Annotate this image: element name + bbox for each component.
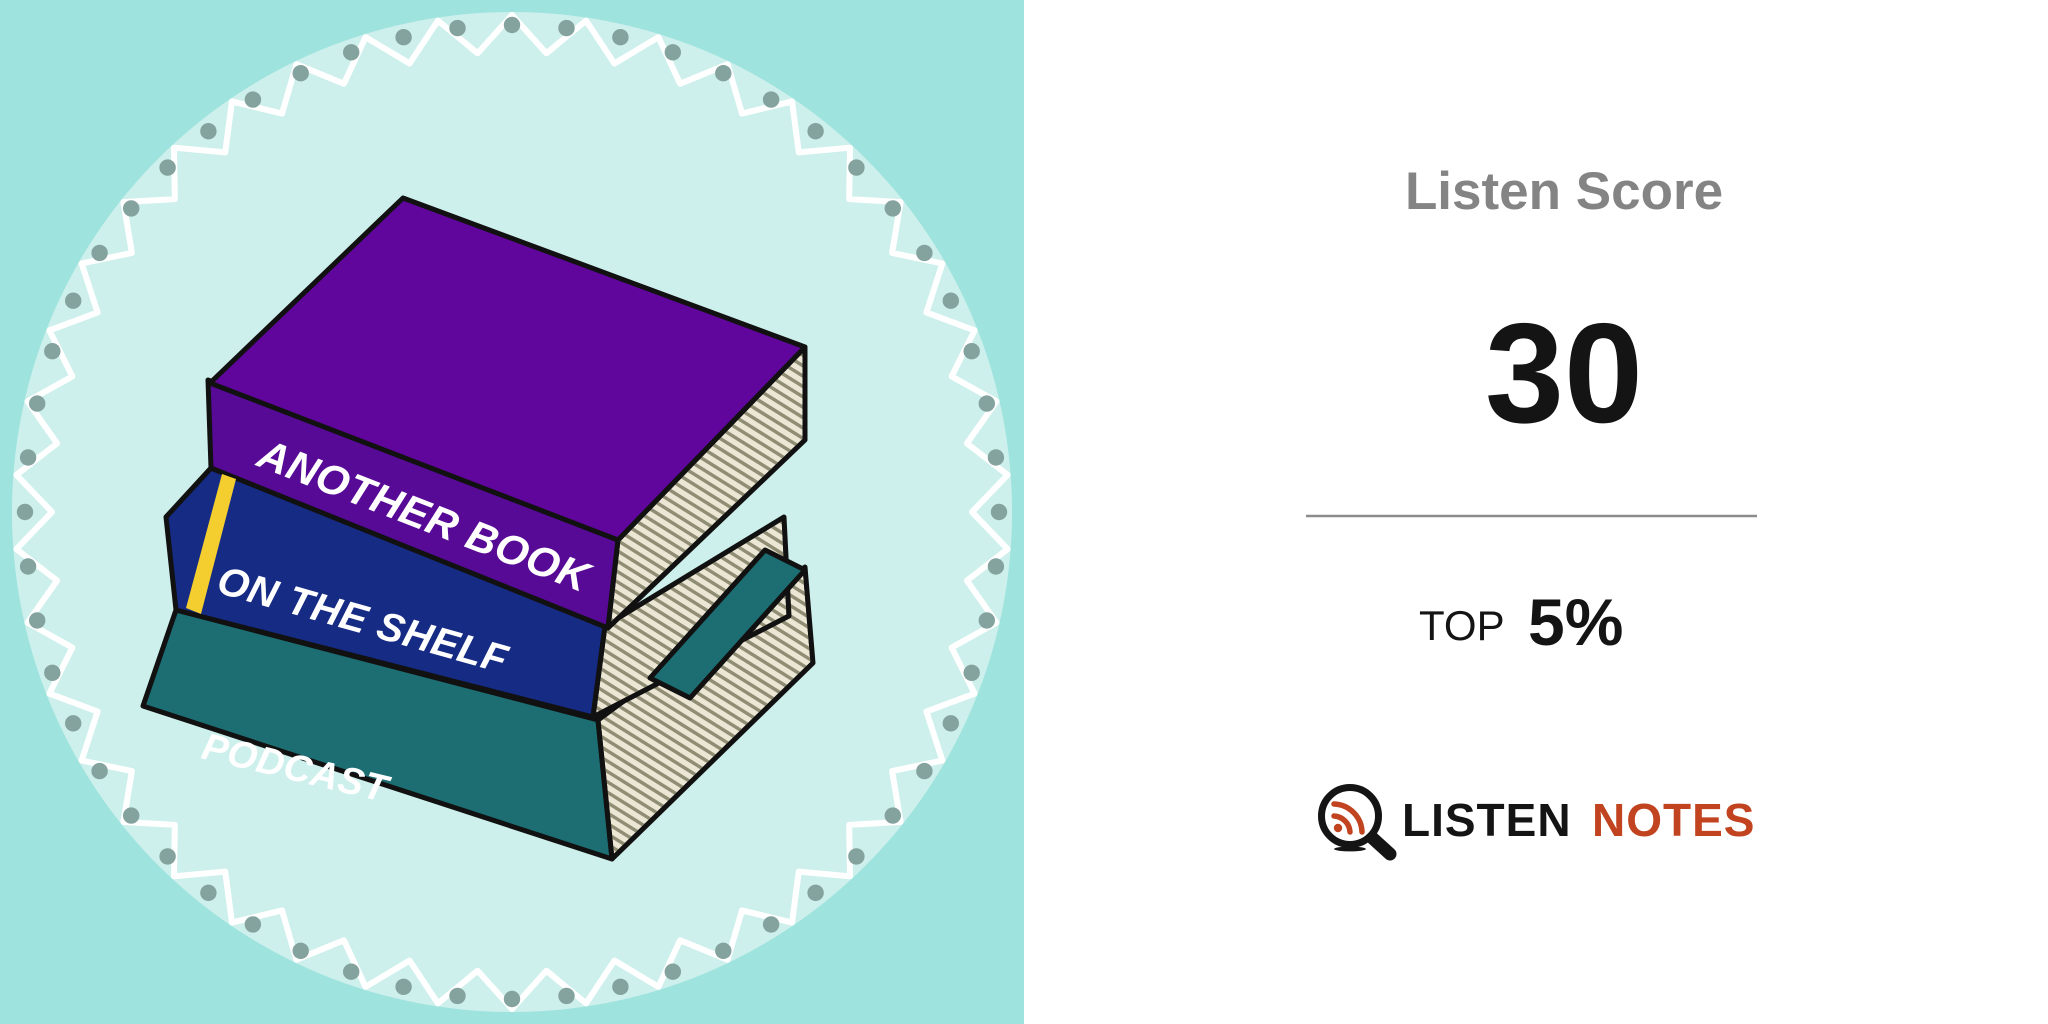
- svg-text:30: 30: [1485, 294, 1643, 453]
- svg-text:NOTES: NOTES: [1592, 794, 1755, 846]
- svg-text:Listen Score: Listen Score: [1405, 162, 1723, 221]
- svg-text:TOP: TOP: [1419, 602, 1505, 649]
- svg-text:5%: 5%: [1528, 585, 1623, 659]
- svg-text:LISTEN: LISTEN: [1402, 794, 1572, 846]
